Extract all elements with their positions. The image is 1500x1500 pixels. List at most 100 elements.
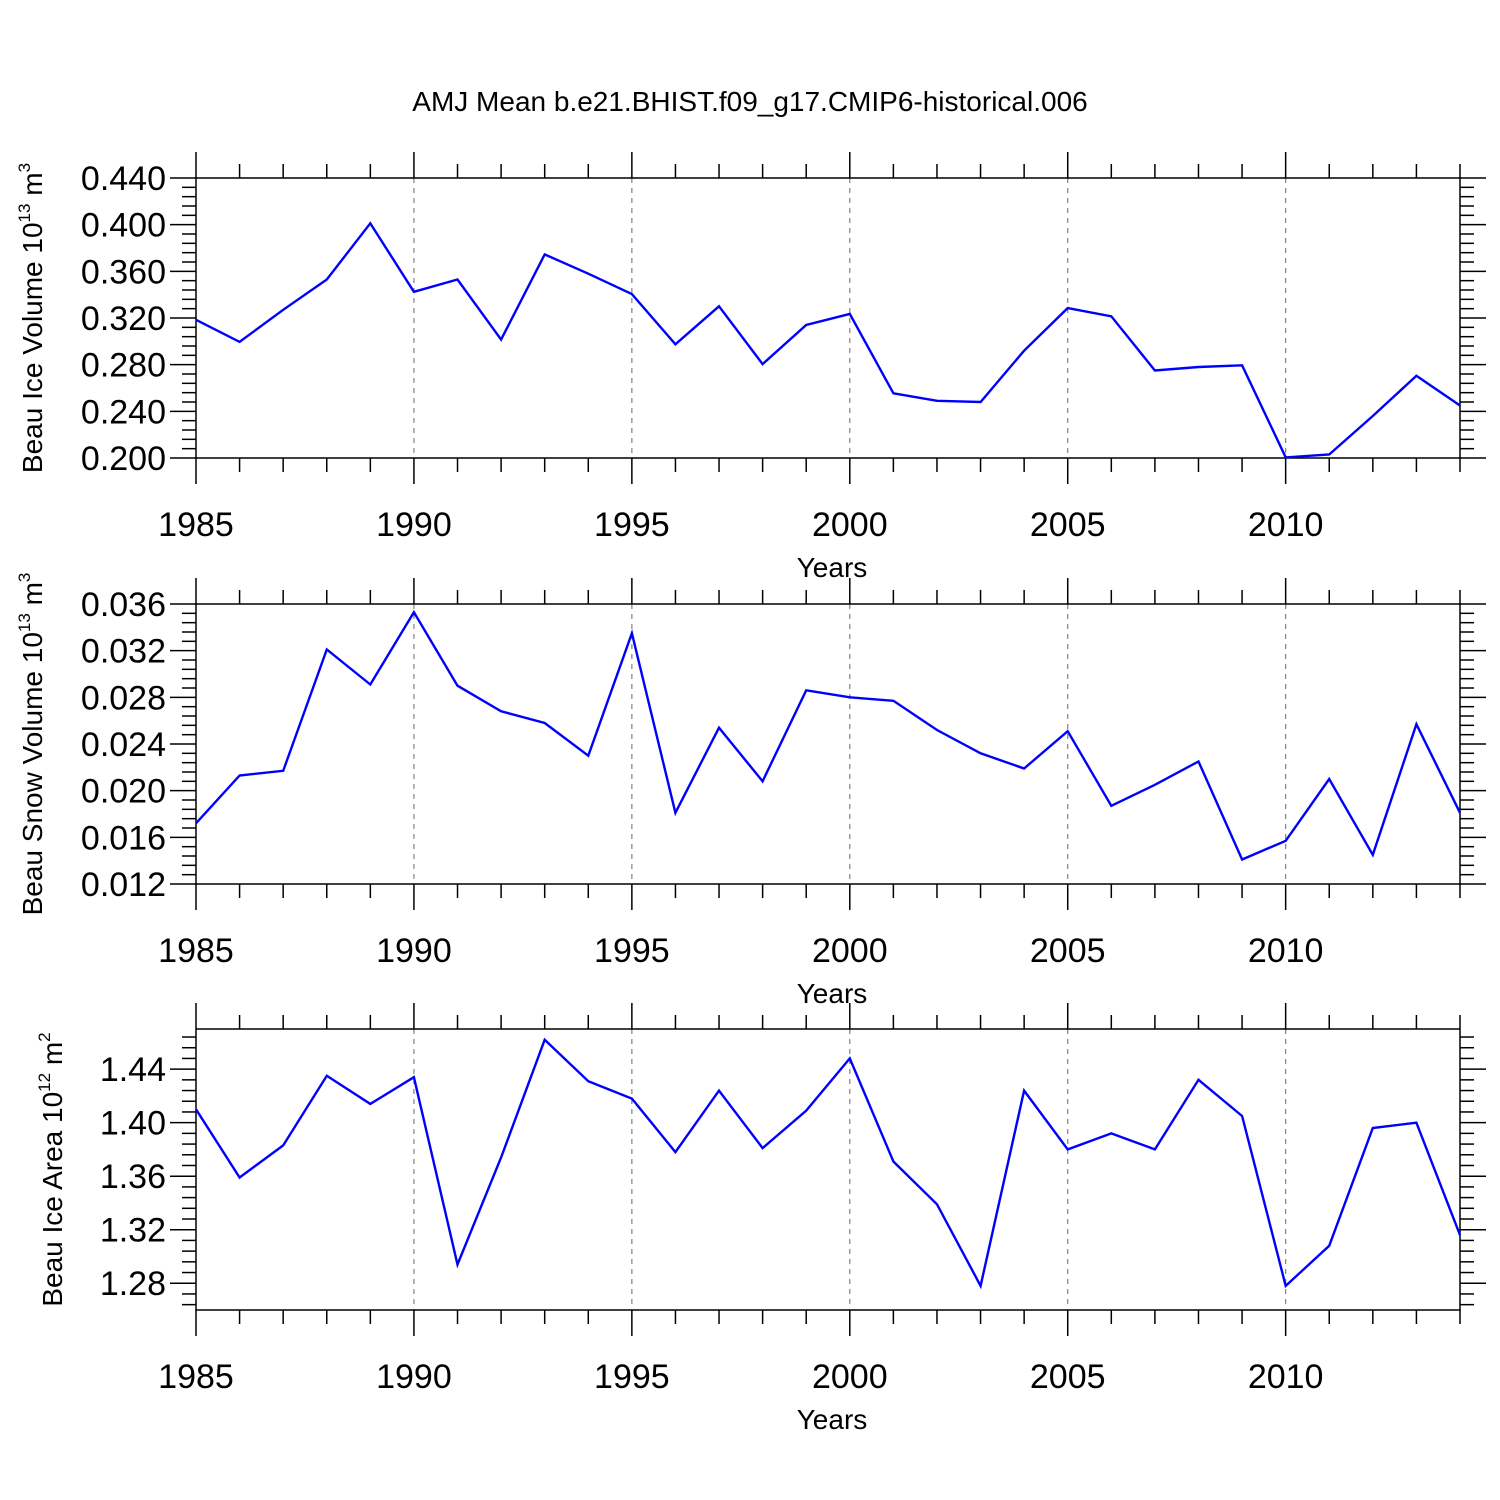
data-point [1197, 366, 1199, 368]
data-point [457, 1264, 459, 1266]
data-point [1110, 315, 1112, 317]
data-point [674, 1151, 676, 1153]
y-tick-label: 1.44 [100, 1051, 166, 1089]
data-point [282, 1144, 284, 1146]
y-axis-title-exp: 13 [15, 204, 34, 223]
x-axis-title: Years [797, 1404, 868, 1435]
data-point [1285, 1285, 1287, 1287]
data-point [544, 253, 546, 255]
data-point [1328, 778, 1330, 780]
data-point [457, 685, 459, 687]
y-tick-label: 1.40 [100, 1105, 166, 1143]
x-tick-label: 2000 [812, 506, 888, 544]
data-point [980, 401, 982, 403]
y-axis-title-exp: 12 [35, 1073, 54, 1092]
x-axis-title: Years [797, 552, 868, 583]
data-point [1415, 375, 1417, 377]
data-point [457, 279, 459, 281]
data-point [1241, 364, 1243, 366]
data-point [1241, 859, 1243, 861]
data-point [544, 722, 546, 724]
data-point [500, 710, 502, 712]
y-tick-label: 0.240 [81, 393, 166, 431]
data-point [805, 1110, 807, 1112]
x-tick-label: 2010 [1248, 932, 1324, 970]
data-point [1023, 350, 1025, 352]
data-point [892, 700, 894, 702]
x-tick-label: 2000 [812, 932, 888, 970]
data-point [1067, 307, 1069, 309]
y-tick-label: 0.024 [81, 726, 166, 764]
data-point [849, 696, 851, 698]
data-point [718, 727, 720, 729]
data-point [849, 1057, 851, 1059]
y-axis-title-unit: m [17, 582, 48, 613]
y-axis-title-unit: m [17, 172, 48, 203]
data-point [980, 752, 982, 754]
y-tick-label: 0.028 [81, 679, 166, 717]
data-point [195, 1108, 197, 1110]
y-axis-title-unit-exp: 3 [15, 163, 34, 172]
data-point [500, 339, 502, 341]
data-point [718, 305, 720, 307]
data-point [805, 324, 807, 326]
series-line [195, 609, 1462, 862]
data-point [239, 1177, 241, 1179]
data-point [762, 1147, 764, 1149]
y-tick-label: 0.440 [81, 160, 166, 198]
data-point [936, 400, 938, 402]
panel-1: 1985 1990 1995 2000 2005 2010 0.200 0.240 0.280 0… [15, 152, 1486, 583]
data-point [1023, 768, 1025, 770]
data-point [936, 1203, 938, 1205]
data-point [1372, 415, 1374, 417]
data-point [674, 812, 676, 814]
data-point [1154, 784, 1156, 786]
x-tick-label: 2010 [1248, 1358, 1324, 1396]
x-tick-label: 2005 [1030, 1358, 1106, 1396]
data-point [587, 755, 589, 757]
series-line [195, 221, 1461, 459]
y-axis-title: Beau Ice Area 1012 m2 [35, 1032, 68, 1306]
data-point [1154, 1148, 1156, 1150]
y-axis-title: Beau Ice Volume 1013 m3 [15, 163, 48, 473]
data-point [1241, 1115, 1243, 1117]
y-tick-label: 0.012 [81, 866, 166, 904]
y-axis-title-text: Beau Ice Area 10 [37, 1092, 68, 1307]
data-point [1372, 1127, 1374, 1129]
y-axis-title-unit-exp: 3 [15, 573, 34, 582]
x-tick-label: 1990 [376, 506, 452, 544]
y-tick-label: 0.200 [81, 440, 166, 478]
data-point [239, 775, 241, 777]
data-point [718, 1090, 720, 1092]
x-tick-label: 2005 [1030, 506, 1106, 544]
data-point [1285, 840, 1287, 842]
data-point [631, 632, 633, 634]
y-axis-title: Beau Snow Volume 1013 m3 [15, 573, 48, 916]
data-point [413, 1076, 415, 1078]
y-tick-label: 0.320 [81, 300, 166, 338]
data-point [1110, 805, 1112, 807]
data-point [1154, 370, 1156, 372]
x-tick-label: 1995 [594, 1358, 670, 1396]
data-point [805, 689, 807, 691]
x-tick-label: 1990 [376, 932, 452, 970]
data-point [326, 649, 328, 651]
data-point [239, 341, 241, 343]
panel-2: 1985 1990 1995 2000 2005 2010 0.012 0.016 0.020 0… [15, 573, 1486, 1009]
data-point [282, 309, 284, 311]
x-tick-label: 2010 [1248, 506, 1324, 544]
y-tick-label: 0.032 [81, 633, 166, 671]
x-tick-label: 1985 [158, 1358, 234, 1396]
y-tick-label: 1.32 [100, 1212, 166, 1250]
x-tick-label: 1995 [594, 932, 670, 970]
data-point [1197, 1079, 1199, 1081]
data-point [936, 729, 938, 731]
y-tick-label: 0.036 [81, 586, 166, 624]
plot-frame [195, 1028, 1461, 1311]
data-point [413, 611, 415, 613]
data-point [1415, 723, 1417, 725]
y-axis-title-text: Beau Ice Volume 10 [17, 222, 48, 473]
data-point [195, 319, 197, 321]
plot-frame [195, 177, 1461, 459]
data-point [1285, 456, 1287, 458]
